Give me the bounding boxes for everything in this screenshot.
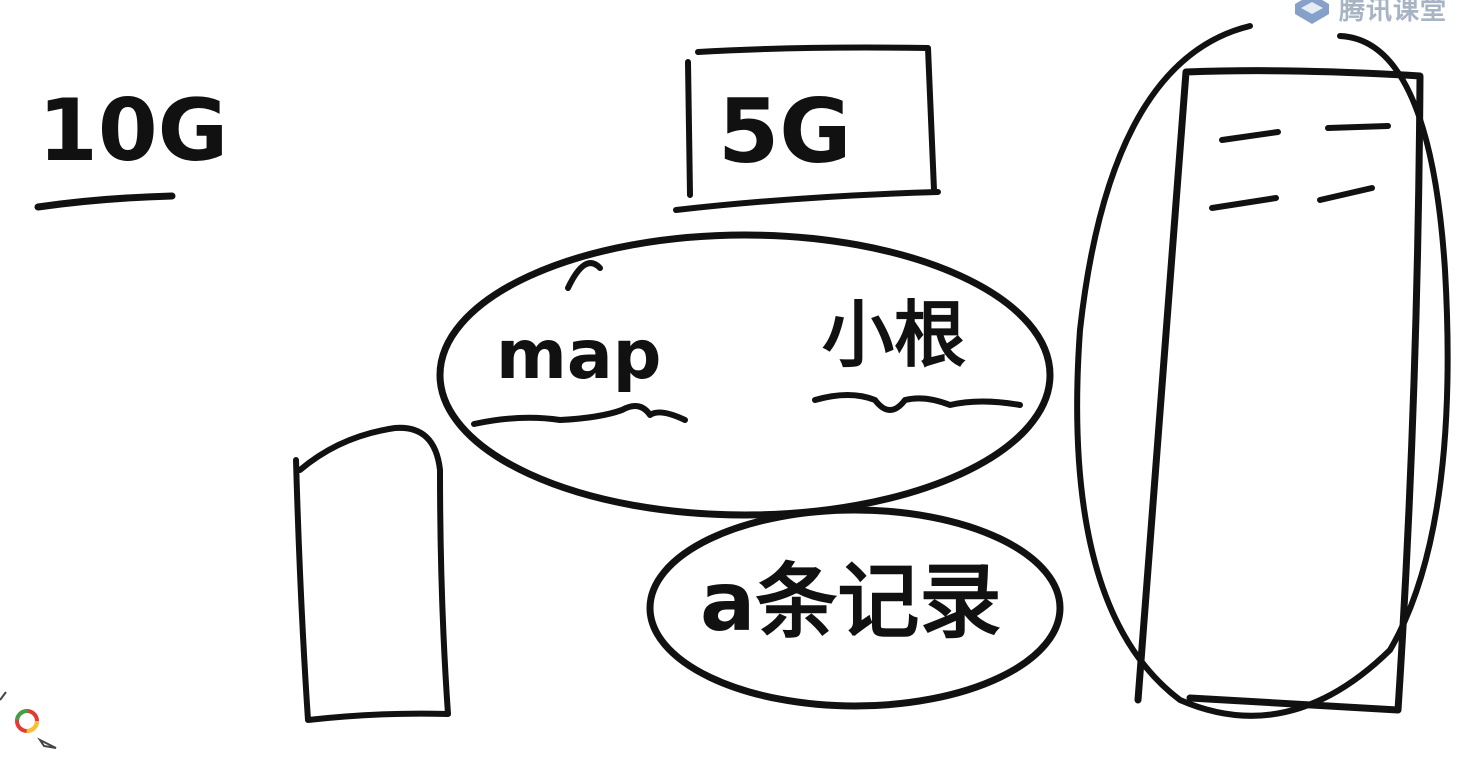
ellipse-map-group: map 小根 — [436, 231, 1054, 519]
box-5g-group: 5G — [673, 44, 941, 213]
tall-container-group — [1074, 23, 1451, 719]
label-map: map — [496, 316, 661, 395]
underline-map — [471, 403, 688, 427]
tall-container-ellipse — [1074, 23, 1451, 719]
tool-strip — [0, 688, 60, 752]
color-wheel-icon[interactable] — [15, 709, 39, 733]
ellipse-map — [436, 231, 1054, 519]
watermark: 腾讯课堂 — [1291, 0, 1447, 27]
small-container-group — [293, 424, 451, 723]
underline-second-word — [812, 392, 1023, 413]
tall-container-outline — [1134, 67, 1424, 714]
tencent-classroom-logo-icon — [1294, 0, 1329, 24]
tall-container-lines — [1209, 123, 1391, 211]
ellipse-records-group: a条记录 — [646, 506, 1064, 710]
small-container-outline — [293, 424, 451, 723]
ellipse-records — [646, 506, 1064, 710]
pen-icon[interactable] — [37, 737, 57, 749]
label-third-word: a条记录 — [700, 555, 1001, 650]
box-5g-outline — [673, 44, 941, 213]
label-10g-group: 10G — [34, 81, 228, 211]
label-5g: 5G — [718, 80, 851, 183]
pen-tick-icon — [0, 691, 7, 701]
watermark-text: 腾讯课堂 — [1338, 0, 1447, 26]
label-second-word: 小根 — [822, 293, 966, 377]
ellipse-map-tail — [565, 260, 603, 291]
label-10g: 10G — [38, 81, 228, 181]
underline-10g — [34, 192, 176, 211]
